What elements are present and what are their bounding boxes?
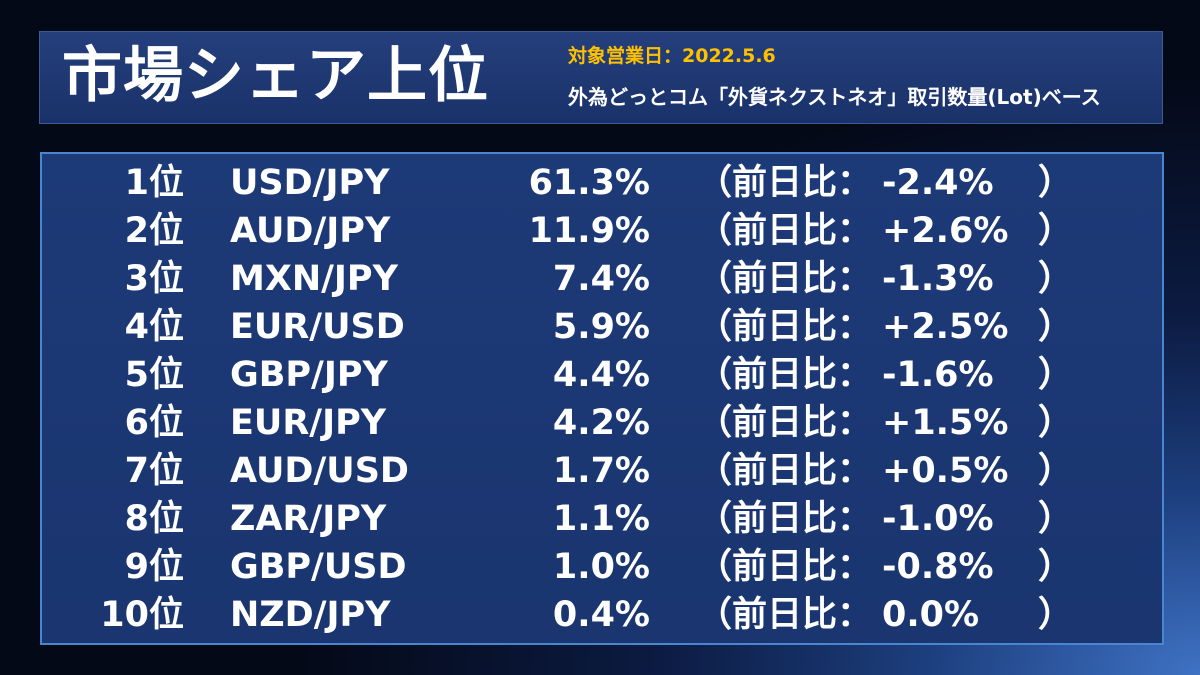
change-suffix: ） [1038, 259, 1074, 299]
market-share: 1.0% [552, 547, 650, 587]
page-title: 市場シェア上位 [62, 41, 489, 111]
ranking-table: 1位 USD/JPY 61.3% （前日比： -2.4% ） 2位 AUD/JP… [40, 152, 1164, 645]
change-prefix: （前日比： [697, 451, 873, 491]
market-share: 4.2% [552, 403, 650, 443]
change-prefix: （前日比： [697, 355, 873, 395]
change-suffix: ） [1038, 355, 1074, 395]
rank-label: 4位 [124, 307, 184, 347]
day-change: -1.0% [882, 499, 994, 539]
basis-note: 外為どっとコム「外貨ネクストネオ」取引数量(Lot)ベース [568, 85, 1101, 109]
change-suffix: ） [1038, 163, 1074, 203]
day-change: +0.5% [882, 451, 1009, 491]
change-prefix: （前日比： [697, 211, 873, 251]
change-prefix: （前日比： [697, 547, 873, 587]
market-share: 11.9% [528, 211, 650, 251]
currency-pair: MXN/JPY [230, 259, 398, 299]
day-change: +2.5% [882, 307, 1009, 347]
rank-label: 9位 [124, 547, 184, 587]
ranking-row: 3位 MXN/JPY 7.4% （前日比： -1.3% ） [42, 255, 1162, 303]
ranking-row: 2位 AUD/JPY 11.9% （前日比： +2.6% ） [42, 207, 1162, 255]
day-change: -0.8% [882, 547, 994, 587]
currency-pair: AUD/USD [230, 451, 409, 491]
change-prefix: （前日比： [697, 163, 873, 203]
market-share: 0.4% [552, 595, 650, 635]
rank-label: 6位 [124, 403, 184, 443]
market-share: 1.1% [552, 499, 650, 539]
ranking-row: 5位 GBP/JPY 4.4% （前日比： -1.6% ） [42, 351, 1162, 399]
change-suffix: ） [1038, 595, 1074, 635]
rank-label: 2位 [124, 211, 184, 251]
ranking-row: 6位 EUR/JPY 4.2% （前日比： +1.5% ） [42, 399, 1162, 447]
ranking-row: 7位 AUD/USD 1.7% （前日比： +0.5% ） [42, 447, 1162, 495]
change-prefix: （前日比： [697, 499, 873, 539]
change-suffix: ） [1038, 307, 1074, 347]
change-prefix: （前日比： [697, 595, 873, 635]
market-share: 1.7% [552, 451, 650, 491]
change-prefix: （前日比： [697, 403, 873, 443]
ranking-row: 1位 USD/JPY 61.3% （前日比： -2.4% ） [42, 159, 1162, 207]
currency-pair: GBP/USD [230, 547, 407, 587]
day-change: -2.4% [882, 163, 994, 203]
ranking-row: 8位 ZAR/JPY 1.1% （前日比： -1.0% ） [42, 495, 1162, 543]
change-suffix: ） [1038, 211, 1074, 251]
market-share: 4.4% [552, 355, 650, 395]
market-share: 5.9% [552, 307, 650, 347]
day-change: -1.6% [882, 355, 994, 395]
ranking-row: 9位 GBP/USD 1.0% （前日比： -0.8% ） [42, 543, 1162, 591]
currency-pair: GBP/JPY [230, 355, 388, 395]
rank-label: 10位 [100, 595, 184, 635]
change-suffix: ） [1038, 547, 1074, 587]
currency-pair: ZAR/JPY [230, 499, 387, 539]
market-share: 7.4% [552, 259, 650, 299]
rank-label: 5位 [124, 355, 184, 395]
ranking-row: 10位 NZD/JPY 0.4% （前日比： 0.0% ） [42, 591, 1162, 639]
change-prefix: （前日比： [697, 259, 873, 299]
day-change: +1.5% [882, 403, 1009, 443]
change-suffix: ） [1038, 403, 1074, 443]
business-date-label: 対象営業日：2022.5.6 [568, 45, 776, 67]
rank-label: 8位 [124, 499, 184, 539]
rank-label: 3位 [124, 259, 184, 299]
day-change: -1.3% [882, 259, 994, 299]
day-change: +2.6% [882, 211, 1009, 251]
currency-pair: AUD/JPY [230, 211, 391, 251]
currency-pair: EUR/JPY [230, 403, 387, 443]
ranking-row: 4位 EUR/USD 5.9% （前日比： +2.5% ） [42, 303, 1162, 351]
currency-pair: USD/JPY [230, 163, 390, 203]
rank-label: 1位 [124, 163, 184, 203]
day-change: 0.0% [882, 595, 980, 635]
market-share: 61.3% [528, 163, 650, 203]
change-prefix: （前日比： [697, 307, 873, 347]
change-suffix: ） [1038, 451, 1074, 491]
currency-pair: NZD/JPY [230, 595, 391, 635]
rank-label: 7位 [124, 451, 184, 491]
change-suffix: ） [1038, 499, 1074, 539]
currency-pair: EUR/USD [230, 307, 405, 347]
header-panel: 市場シェア上位 対象営業日：2022.5.6 外為どっとコム「外貨ネクストネオ」… [39, 31, 1163, 124]
